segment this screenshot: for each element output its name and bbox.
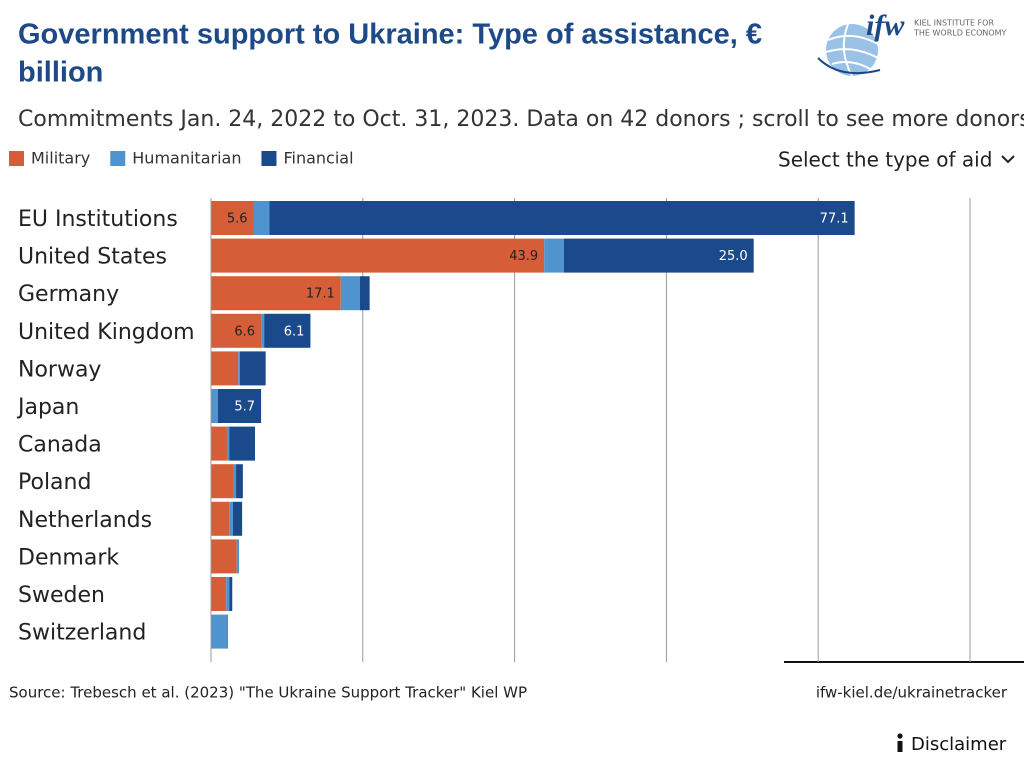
disclaimer[interactable]: Disclaimer: [897, 733, 1007, 755]
legend-swatch: [9, 151, 24, 166]
source: Source: Trebesch et al. (2023) "The Ukra…: [9, 684, 527, 702]
dropdown-chevron[interactable]: [1001, 155, 1015, 164]
bar-segment: [229, 501, 234, 536]
bar-segment: [239, 351, 266, 386]
bar-segment: [226, 426, 230, 461]
bar-segment: [211, 577, 227, 611]
legend-label: Financial: [283, 149, 353, 168]
y-tick-label: United Kingdom: [18, 320, 195, 345]
value-label: 43.9: [509, 249, 538, 264]
bar-segment: [359, 276, 370, 311]
y-tick-label: Poland: [18, 470, 91, 495]
logo: ifw KIEL INSTITUTE FOR THE WORLD ECONOMY: [817, 9, 1007, 77]
bar-segment: [211, 539, 237, 574]
value-label: 25.0: [719, 249, 748, 264]
bar-segment: [236, 539, 240, 574]
value-label: 77.1: [820, 212, 849, 227]
bar-segment: [233, 464, 237, 499]
bar-segment: [229, 577, 233, 611]
bar-segment: [211, 351, 239, 386]
legend-label: Military: [31, 149, 90, 168]
y-tick-label: Germany: [18, 282, 119, 307]
value-label: 5.6: [227, 212, 248, 227]
y-tick-label: Japan: [16, 395, 79, 420]
info-icon[interactable]: [897, 741, 903, 752]
y-tick-label: Canada: [18, 433, 102, 458]
link[interactable]: ifw-kiel.de/ukrainetracker: [816, 684, 1008, 702]
value-label: 5.7: [234, 400, 255, 415]
bar-segment: [233, 501, 243, 536]
y-tick-label: EU Institutions: [18, 207, 178, 232]
y-tick-label: Denmark: [18, 545, 119, 570]
y-tick-label: Netherlands: [18, 508, 152, 533]
value-label: 6.1: [284, 324, 305, 339]
value-label: 17.1: [306, 287, 335, 302]
bar-segment: [211, 276, 341, 311]
bar-segment: [211, 426, 227, 461]
bar-segment: [269, 201, 855, 235]
bar-segment: [211, 201, 254, 235]
info-icon[interactable]: [897, 733, 903, 739]
chart-title-line2: billion: [18, 57, 103, 89]
bar-segment: [226, 577, 230, 611]
bar-segment: [226, 614, 228, 649]
bar-segment: [211, 614, 227, 649]
bar-segment: [238, 351, 240, 386]
bar-segment: [340, 276, 360, 311]
value-label: 6.6: [234, 324, 255, 339]
bar-segment: [217, 389, 262, 423]
legend-label: Humanitarian: [132, 149, 241, 168]
bar-segment: [264, 313, 311, 348]
y-tick-label: United States: [18, 245, 167, 270]
bar-segment: [229, 426, 256, 461]
y-tick-label: Norway: [18, 357, 101, 382]
dropdown[interactable]: Select the type of aid: [778, 148, 1015, 172]
bar-segment: [236, 464, 243, 499]
logo-text: THE WORLD ECONOMY: [913, 29, 1007, 38]
legend-swatch: [261, 151, 277, 166]
chart-title: Government support to Ukraine: Type of a…: [18, 19, 762, 51]
bar-segment: [563, 238, 754, 273]
bar-segment: [211, 464, 234, 499]
bar-segment: [211, 313, 262, 348]
bar-segment: [261, 313, 265, 348]
disclaimer-link[interactable]: Disclaimer: [911, 734, 1007, 755]
bar-segment: [211, 389, 218, 423]
bar-segment: [544, 238, 564, 273]
y-tick-label: Switzerland: [18, 621, 146, 646]
dropdown-label[interactable]: Select the type of aid: [778, 148, 992, 172]
y-tick-label: Sweden: [18, 583, 105, 608]
bar-segment: [211, 238, 545, 273]
legend-swatch: [110, 151, 126, 166]
logo-mark: ifw: [866, 9, 905, 42]
bar-segment: [211, 501, 230, 536]
bar-segment: [253, 201, 270, 235]
chart-subtitle: Commitments Jan. 24, 2022 to Oct. 31, 20…: [18, 107, 1024, 132]
logo-text: KIEL INSTITUTE FOR: [914, 19, 994, 28]
